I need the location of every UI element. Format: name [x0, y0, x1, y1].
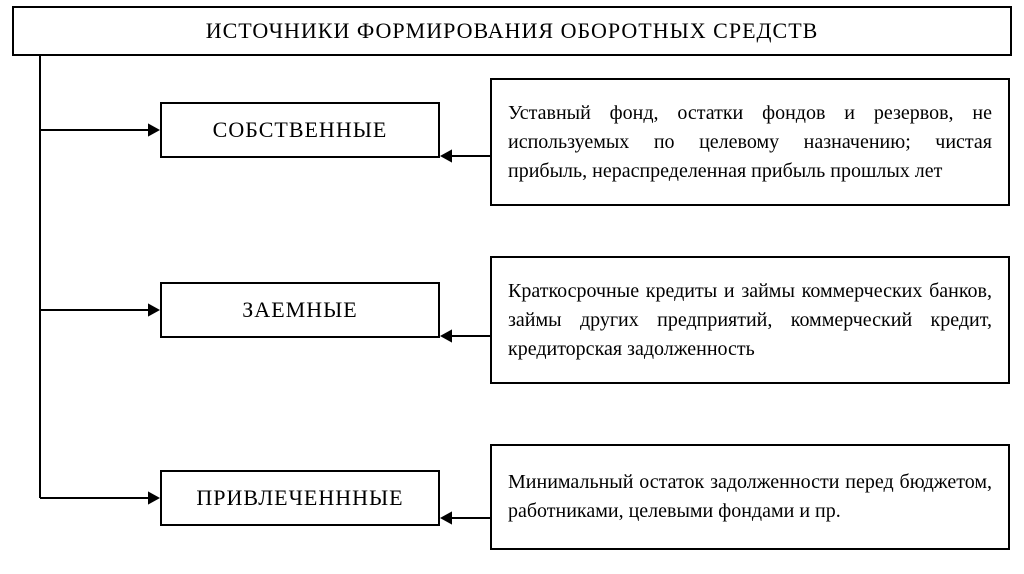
category-attracted-label: ПРИВЛЕЧЕНННЫЕ [196, 485, 403, 511]
category-own-label: СОБСТВЕННЫЕ [213, 117, 388, 143]
category-borrowed-label: ЗАЕМНЫЕ [242, 297, 357, 323]
category-attracted: ПРИВЛЕЧЕНННЫЕ [160, 470, 440, 526]
category-own: СОБСТВЕННЫЕ [160, 102, 440, 158]
category-borrowed: ЗАЕМНЫЕ [160, 282, 440, 338]
description-attracted-text: Минимальный остаток задолженности перед … [508, 468, 992, 526]
description-own-text: Уставный фонд, остатки фондов и резер­во… [508, 99, 992, 186]
diagram-title-text: ИСТОЧНИКИ ФОРМИРОВАНИЯ ОБОРОТНЫХ СРЕДСТВ [206, 18, 819, 44]
description-own: Уставный фонд, остатки фондов и резер­во… [490, 78, 1010, 206]
description-attracted: Минимальный остаток задолженности перед … [490, 444, 1010, 550]
diagram-title: ИСТОЧНИКИ ФОРМИРОВАНИЯ ОБОРОТНЫХ СРЕДСТВ [12, 6, 1012, 56]
description-borrowed: Краткосрочные кредиты и займы коммер­чес… [490, 256, 1010, 384]
description-borrowed-text: Краткосрочные кредиты и займы коммер­чес… [508, 277, 992, 364]
